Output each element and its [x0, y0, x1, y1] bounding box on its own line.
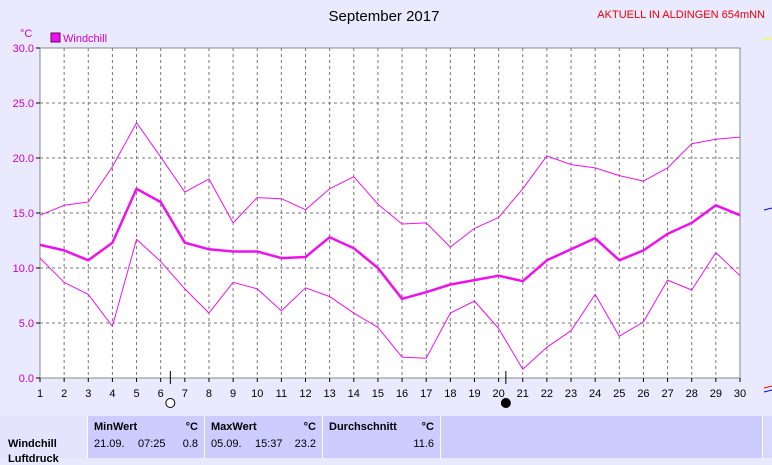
stats-row-label-next: Luftdruck	[8, 453, 59, 465]
x-tick-label: 25	[613, 388, 625, 400]
empty-cell	[441, 416, 763, 458]
x-tick-label: 19	[468, 388, 480, 400]
x-tick-label: 27	[661, 388, 673, 400]
x-tick-label: 10	[251, 388, 263, 400]
x-tick-label: 30	[734, 388, 746, 400]
x-tick-label: 14	[348, 388, 360, 400]
y-tick-label: 0.0	[19, 373, 34, 385]
x-tick-label: 8	[206, 388, 212, 400]
series-line-mean	[39, 187, 741, 301]
grid	[40, 48, 740, 378]
avg-value: 11.6	[413, 438, 434, 450]
y-tick-label: 10.0	[13, 263, 34, 275]
x-tick-label: 17	[420, 388, 432, 400]
stats-row-label: Windchill	[8, 438, 57, 450]
y-tick-label: 30.0	[13, 43, 34, 55]
legend-label: Windchill	[63, 33, 107, 45]
x-tick-label: 15	[372, 388, 384, 400]
average-cell: Durchschnitt °C 11.6	[323, 416, 441, 458]
x-tick-label: 6	[158, 388, 164, 400]
legend-swatch	[50, 32, 61, 43]
y-tick-label: 15.0	[13, 208, 34, 220]
x-tick-label: 11	[276, 388, 287, 400]
avg-unit: °C	[421, 421, 434, 433]
x-tick-label: 26	[637, 388, 649, 400]
new-moon-icon	[500, 398, 511, 408]
min-value: 0.8	[182, 438, 198, 450]
y-tick-label: 25.0	[13, 98, 34, 110]
x-tick-label: 4	[109, 388, 115, 400]
x-tick-label: 22	[541, 388, 553, 400]
x-tick-label: 7	[182, 388, 188, 400]
series-line-max	[39, 122, 741, 248]
x-tick-label: 18	[444, 388, 456, 400]
chart-title: September 2017	[329, 8, 440, 25]
x-tick-label: 13	[324, 388, 336, 400]
x-tick-label: 23	[565, 388, 577, 400]
full-moon-icon	[165, 398, 176, 408]
station-label: AKTUELL IN ALDINGEN 654mNN	[597, 9, 765, 21]
series-lines	[39, 122, 741, 370]
min-value-cell: MinWert °C 21.09. 07:25 0.8	[88, 416, 205, 458]
x-axis-ticks: 1 2 3 4 5 6 7 8 9 10 11 12 13 14 15 16 17 18 19 20 21 22 23 24 2…	[37, 378, 746, 400]
min-unit: °C	[185, 421, 198, 433]
max-header: MaxWert	[211, 421, 257, 433]
max-value-cell: MaxWert °C 05.09. 15:37 23.2	[205, 416, 323, 458]
stats-table: Windchill Luftdruck MinWert °C 21.09. 07…	[0, 416, 772, 465]
x-tick-label: 21	[517, 388, 529, 400]
avg-header: Durchschnitt	[329, 421, 397, 433]
min-header: MinWert	[94, 421, 138, 433]
legend: Windchill	[50, 32, 107, 45]
min-date: 21.09.	[94, 438, 125, 450]
x-tick-label: 2	[61, 388, 67, 400]
max-time: 15:37	[255, 438, 283, 450]
max-date: 05.09.	[211, 438, 242, 450]
x-tick-label: 12	[299, 388, 311, 400]
x-tick-label: 28	[686, 388, 698, 400]
y-unit-label: °C	[20, 28, 32, 40]
x-tick-label: 9	[230, 388, 236, 400]
x-tick-label: 16	[396, 388, 408, 400]
max-unit: °C	[303, 421, 316, 433]
x-tick-label: 29	[710, 388, 722, 400]
right-edge-marks	[763, 37, 772, 393]
x-tick-label: 1	[37, 388, 43, 400]
moon-phases	[165, 371, 511, 408]
windchill-chart: September 2017 AKTUELL IN ALDINGEN 654mN…	[13, 8, 772, 408]
min-time: 07:25	[138, 438, 166, 450]
x-tick-label: 20	[492, 388, 504, 400]
y-tick-label: 20.0	[13, 153, 34, 165]
x-tick-label: 3	[85, 388, 91, 400]
y-tick-label: 5.0	[19, 318, 34, 330]
x-tick-label: 5	[133, 388, 139, 400]
y-axis-ticks: 0.0 5.0 10.0 15.0 20.0 25.0 30.0	[13, 43, 40, 385]
stats-row-labels: Windchill Luftdruck	[0, 416, 88, 465]
series-line-min	[39, 238, 741, 370]
x-tick-label: 24	[589, 388, 601, 400]
max-value: 23.2	[294, 438, 316, 450]
